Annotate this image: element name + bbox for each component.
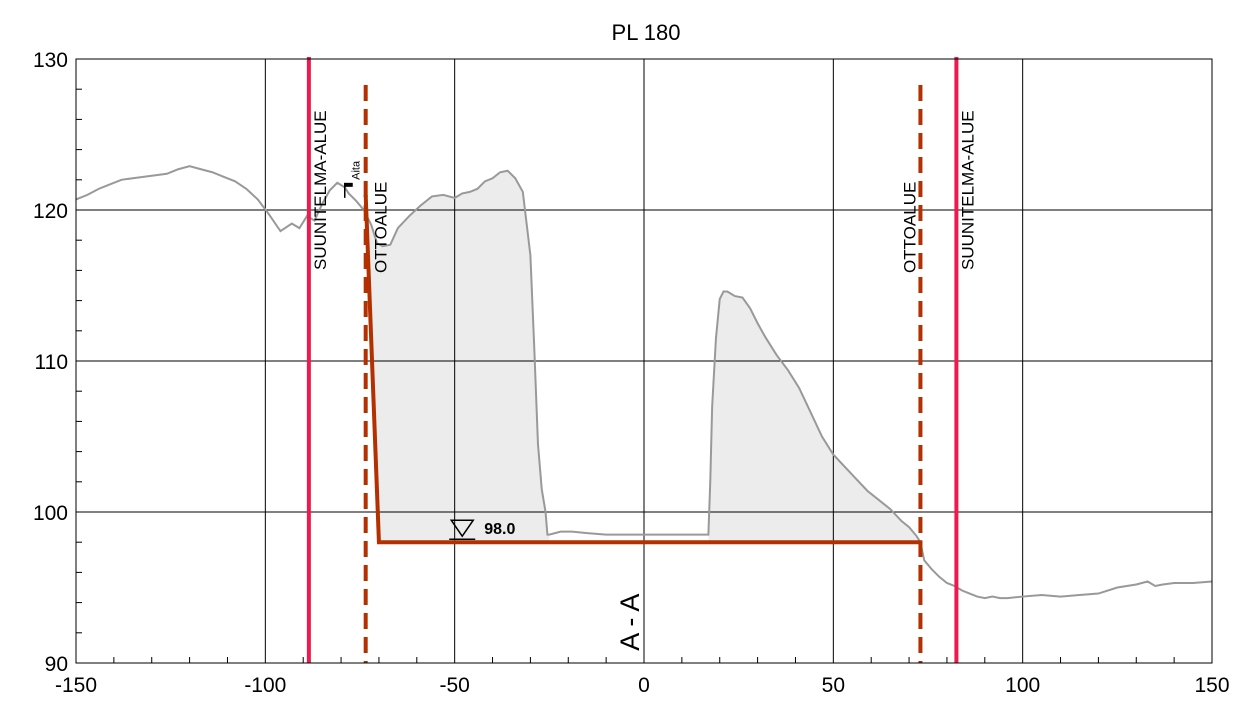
y-tick-label: 90 <box>45 653 68 676</box>
x-tick-label: 0 <box>638 674 650 697</box>
excavation-volume-fill <box>708 291 923 552</box>
extraction-area-label: OTTOALUE <box>900 182 919 273</box>
x-tick-label: 50 <box>822 674 845 697</box>
fence-marker <box>344 182 353 187</box>
plan-area-label: SUUNITELMA-ALUE <box>958 110 977 270</box>
excavation-volume-fill <box>365 170 550 543</box>
x-tick-label: -50 <box>439 674 469 697</box>
y-tick-label: 130 <box>33 49 68 72</box>
extraction-area-label: OTTOALUE <box>372 182 391 273</box>
excavation-group <box>363 194 923 545</box>
y-tick-label: 120 <box>33 200 68 223</box>
fence-label: Aita <box>351 160 363 180</box>
excavation-profile-line <box>363 194 923 545</box>
x-tick-label: -150 <box>55 674 97 697</box>
water-level-symbol <box>449 519 475 538</box>
plan-area-label: SUUNITELMA-ALUE <box>311 110 330 270</box>
x-tick-label: 150 <box>1194 674 1229 697</box>
annotation-group: SUUNITELMA-ALUE SUUNITELMA-ALUE OTTOALUE OT… <box>311 110 978 650</box>
chart-title: PL 180 <box>612 20 681 45</box>
x-tick-label: -100 <box>244 674 286 697</box>
water-level-label: 98.0 <box>484 521 515 538</box>
plot-frame <box>75 58 1213 664</box>
tick-labels-group: -150 -100 -50 0 50 100 150 90 100 110 120 130 <box>33 49 1230 697</box>
x-tick-label: 100 <box>1005 674 1040 697</box>
terrain-line <box>75 165 1213 600</box>
terrain-group <box>75 165 1213 600</box>
y-tick-label: 110 <box>35 351 68 374</box>
section-label: A - A <box>615 594 645 651</box>
terrain-fill-group <box>365 170 923 552</box>
y-tick-label: 100 <box>33 502 68 525</box>
boundary-lines-group <box>306 57 959 663</box>
